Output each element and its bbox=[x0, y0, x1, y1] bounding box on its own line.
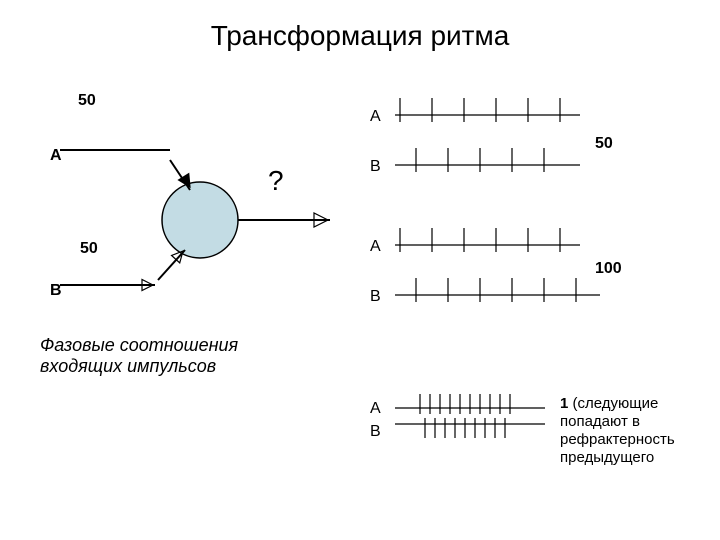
spike-row-label: А bbox=[370, 400, 381, 418]
caption-line2: входящих импульсов bbox=[40, 356, 216, 376]
spike-group-side-label: 50 bbox=[595, 135, 613, 153]
spike-group-side-label: 1 (следующие попадают в рефрактерность п… bbox=[560, 395, 700, 467]
spike-row-label: В bbox=[370, 423, 381, 441]
spike-row-label: В bbox=[370, 158, 381, 176]
caption-line1: Фазовые соотношения bbox=[40, 335, 238, 355]
input-a-rate: 50 bbox=[78, 92, 96, 110]
input-a-label: А bbox=[50, 147, 62, 165]
spike-row-label: А bbox=[370, 108, 381, 126]
diagram-root: Трансформация ритма 50 А 50 В ? Фазовые … bbox=[0, 0, 720, 540]
input-b-rate: 50 bbox=[80, 240, 98, 258]
spike-row-label: А bbox=[370, 238, 381, 256]
neuron-node bbox=[162, 182, 238, 258]
input-b-label: В bbox=[50, 282, 62, 300]
output-question-mark: ? bbox=[268, 165, 284, 197]
spike-row-label: В bbox=[370, 288, 381, 306]
spike-group-side-label: 100 bbox=[595, 260, 622, 278]
phase-caption: Фазовые соотношения входящих импульсов bbox=[40, 335, 238, 377]
